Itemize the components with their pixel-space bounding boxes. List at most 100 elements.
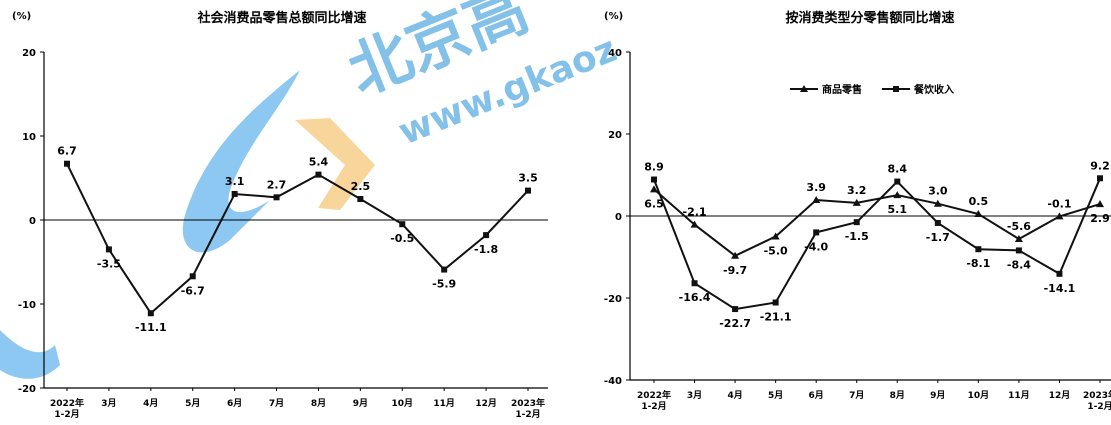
x-tick-label: 12月 — [1049, 390, 1071, 401]
data-label: -22.7 — [719, 317, 751, 330]
legend-item: 商品零售 — [790, 83, 862, 96]
legend-label: 商品零售 — [822, 83, 862, 96]
data-point-marker — [357, 196, 364, 202]
data-point-marker — [934, 219, 941, 226]
data-point-marker — [399, 221, 406, 228]
data-label: -14.1 — [1044, 282, 1076, 295]
legend-item: 餐饮收入 — [882, 83, 954, 96]
legend-label: 餐饮收入 — [913, 83, 954, 96]
data-point-marker — [64, 160, 70, 167]
data-point-marker — [105, 246, 112, 253]
data-label: 6.7 — [57, 145, 77, 158]
y-tick-label: -20 — [18, 384, 36, 395]
data-point-marker — [813, 229, 820, 236]
data-label: 3.1 — [225, 175, 245, 188]
data-label: -0.5 — [390, 232, 414, 245]
data-point-marker — [147, 310, 154, 317]
data-point-marker — [1055, 212, 1064, 220]
data-label: -8.4 — [1007, 258, 1031, 271]
data-point-marker — [893, 191, 902, 199]
x-tick-label: 11月 — [433, 398, 455, 409]
x-tick-label: 5月 — [185, 398, 200, 409]
data-label: -5.6 — [1007, 220, 1031, 233]
data-label: -1.8 — [474, 243, 498, 256]
data-point-marker — [651, 176, 657, 183]
x-tick-label: 7月 — [849, 390, 864, 401]
x-tick-label: 10月 — [392, 398, 414, 409]
data-label: 2.5 — [351, 180, 371, 193]
data-point-marker — [975, 246, 982, 253]
data-point-marker — [1014, 234, 1023, 242]
y-tick-label: 40 — [608, 48, 622, 59]
x-tick-label: 1-2月 — [641, 401, 666, 412]
x-tick-label: 4月 — [143, 398, 158, 409]
data-point-marker — [691, 280, 698, 287]
data-label: 2.7 — [267, 178, 287, 191]
data-label: 6.5 — [644, 197, 664, 210]
watermark-logo-chevron — [295, 118, 375, 210]
watermark-logo-arc — [182, 70, 300, 253]
chart-title: 按消费类型分零售额同比增速 — [785, 10, 954, 26]
legend-marker — [800, 85, 808, 92]
data-point-marker — [231, 190, 238, 197]
data-point-marker — [650, 185, 658, 193]
data-label: -5.0 — [764, 245, 788, 258]
x-tick-label: 7月 — [269, 398, 284, 409]
data-label: 2.9 — [1090, 212, 1110, 225]
y-tick-label: 20 — [22, 48, 36, 59]
data-label: 0.5 — [969, 195, 989, 208]
data-label: -21.1 — [760, 311, 792, 324]
data-label: 3.0 — [928, 185, 948, 198]
y-tick-label: 0 — [615, 212, 622, 223]
data-point-marker — [483, 232, 490, 239]
data-label: -6.7 — [181, 284, 205, 297]
x-tick-label: 11月 — [1008, 390, 1030, 401]
data-label: 3.2 — [847, 184, 867, 197]
data-label: -8.1 — [966, 257, 990, 270]
x-tick-label: 3月 — [101, 398, 116, 409]
data-point-marker — [1015, 247, 1022, 254]
data-point-marker — [1096, 200, 1104, 208]
data-label: -4.0 — [804, 240, 828, 253]
y-tick-label: 0 — [29, 216, 36, 227]
data-label: 5.1 — [888, 203, 908, 216]
data-point-marker — [812, 196, 821, 204]
x-tick-label: 8月 — [890, 390, 905, 401]
x-tick-label: 2023年 — [511, 397, 545, 409]
data-label: 3.9 — [806, 181, 826, 194]
x-tick-label: 1-2月 — [1087, 401, 1111, 412]
data-point-marker — [273, 194, 280, 201]
data-point-marker — [852, 198, 861, 206]
data-point-marker — [690, 220, 699, 228]
y-tick-label: 10 — [22, 132, 36, 143]
data-label: -1.7 — [926, 231, 950, 244]
y-tick-label: -40 — [604, 376, 622, 387]
x-tick-label: 8月 — [311, 398, 326, 409]
x-tick-label: 4月 — [727, 390, 742, 401]
x-tick-label: 10月 — [968, 390, 990, 401]
data-point-marker — [525, 187, 531, 194]
data-point-marker — [1056, 270, 1063, 277]
data-label: -2.1 — [683, 206, 707, 219]
data-point-marker — [933, 199, 942, 207]
data-point-marker — [853, 219, 860, 226]
data-label: -5.9 — [432, 278, 456, 291]
data-point-marker — [1097, 175, 1103, 182]
x-tick-label: 12月 — [475, 398, 497, 409]
data-label: -1.5 — [845, 230, 869, 243]
data-point-marker — [731, 251, 740, 259]
chart-title: 社会消费品零售总额同比增速 — [196, 10, 366, 26]
x-tick-label: 3月 — [687, 390, 702, 401]
x-tick-label: 9月 — [930, 390, 945, 401]
legend-marker — [893, 86, 899, 92]
data-point-marker — [189, 273, 196, 280]
series-line-0 — [653, 188, 1101, 257]
x-tick-label: 6月 — [809, 390, 824, 401]
y-tick-label: -10 — [18, 300, 36, 311]
x-tick-label: 6月 — [227, 398, 242, 409]
data-label: -9.7 — [723, 264, 747, 277]
x-tick-label: 2022年 — [637, 389, 671, 401]
